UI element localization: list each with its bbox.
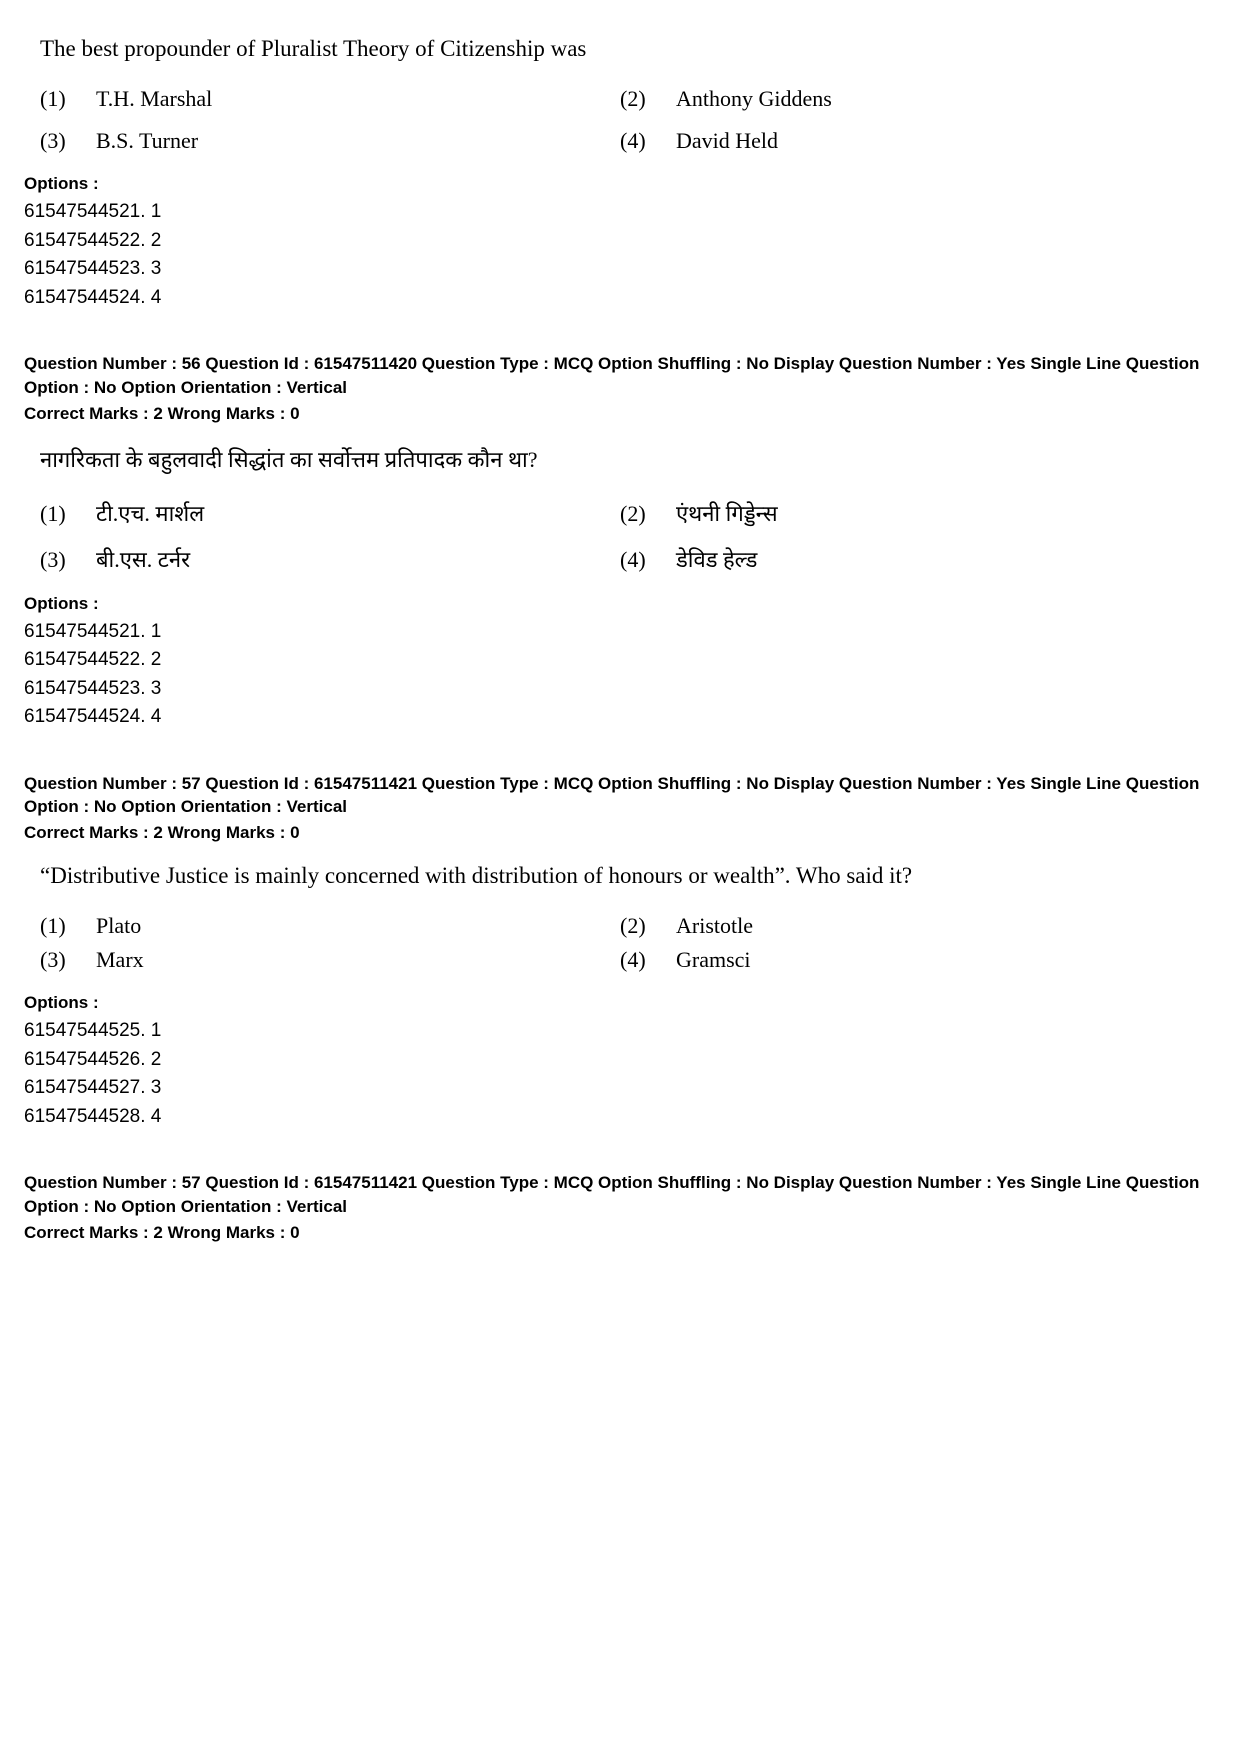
question-marks-57b: Correct Marks : 2 Wrong Marks : 0 xyxy=(24,1223,1216,1243)
choice-number: (1) xyxy=(40,501,96,527)
choice-1: (1) T.H. Marshal xyxy=(40,86,620,112)
option-item: 61547544526. 2 xyxy=(24,1046,1216,1075)
choice-text: टी.एच. मार्शल xyxy=(96,498,204,528)
choice-text: Marx xyxy=(96,947,144,973)
question-meta-57: Question Number : 57 Question Id : 61547… xyxy=(24,772,1216,820)
question-marks-57: Correct Marks : 2 Wrong Marks : 0 xyxy=(24,823,1216,843)
options-label: Options : xyxy=(24,993,1216,1013)
choice-number: (2) xyxy=(620,501,676,527)
choice-text: B.S. Turner xyxy=(96,128,198,154)
options-label: Options : xyxy=(24,594,1216,614)
choice-1: (1) Plato xyxy=(40,913,620,939)
choice-text: T.H. Marshal xyxy=(96,86,212,112)
choice-number: (3) xyxy=(40,947,96,973)
choice-number: (2) xyxy=(620,913,676,939)
choice-text: एंथनी गिड्डेन्स xyxy=(676,498,778,528)
option-item: 61547544522. 2 xyxy=(24,646,1216,675)
choice-2: (2) एंथनी गिड्डेन्स xyxy=(620,498,1200,528)
option-item: 61547544528. 4 xyxy=(24,1103,1216,1132)
options-label: Options : xyxy=(24,174,1216,194)
option-item: 61547544523. 3 xyxy=(24,675,1216,704)
choice-3: (3) B.S. Turner xyxy=(40,128,620,154)
choice-number: (3) xyxy=(40,128,96,154)
question-55-choices: (1) T.H. Marshal (2) Anthony Giddens (3)… xyxy=(40,86,1200,154)
question-56-text-hi: नागरिकता के बहुलवादी सिद्धांत का सर्वोत्… xyxy=(40,444,1200,474)
choice-number: (1) xyxy=(40,86,96,112)
question-57-choices: (1) Plato (2) Aristotle (3) Marx (4) Gra… xyxy=(40,913,1200,973)
choice-text: David Held xyxy=(676,128,778,154)
option-item: 61547544524. 4 xyxy=(24,284,1216,313)
choice-text: Anthony Giddens xyxy=(676,86,832,112)
choice-number: (4) xyxy=(620,128,676,154)
question-55-text-en: The best propounder of Pluralist Theory … xyxy=(40,36,1200,62)
question-56-choices: (1) टी.एच. मार्शल (2) एंथनी गिड्डेन्स (3… xyxy=(40,498,1200,574)
choice-2: (2) Anthony Giddens xyxy=(620,86,1200,112)
choice-4: (4) David Held xyxy=(620,128,1200,154)
choice-3: (3) Marx xyxy=(40,947,620,973)
option-item: 61547544521. 1 xyxy=(24,198,1216,227)
choice-number: (4) xyxy=(620,947,676,973)
choice-text: Aristotle xyxy=(676,913,753,939)
option-item: 61547544525. 1 xyxy=(24,1017,1216,1046)
option-item: 61547544524. 4 xyxy=(24,703,1216,732)
choice-3: (3) बी.एस. टर्नर xyxy=(40,544,620,574)
option-item: 61547544522. 2 xyxy=(24,227,1216,256)
choice-number: (1) xyxy=(40,913,96,939)
choice-text: बी.एस. टर्नर xyxy=(96,544,190,574)
choice-text: डेविड हेल्ड xyxy=(676,544,757,574)
choice-text: Plato xyxy=(96,913,141,939)
choice-number: (3) xyxy=(40,547,96,573)
question-meta-56: Question Number : 56 Question Id : 61547… xyxy=(24,352,1216,400)
option-item: 61547544527. 3 xyxy=(24,1074,1216,1103)
question-57-text-en: “Distributive Justice is mainly concerne… xyxy=(40,863,1200,889)
choice-1: (1) टी.एच. मार्शल xyxy=(40,498,620,528)
question-marks-56: Correct Marks : 2 Wrong Marks : 0 xyxy=(24,404,1216,424)
choice-text: Gramsci xyxy=(676,947,751,973)
choice-2: (2) Aristotle xyxy=(620,913,1200,939)
option-item: 61547544523. 3 xyxy=(24,255,1216,284)
choice-number: (2) xyxy=(620,86,676,112)
choice-4: (4) डेविड हेल्ड xyxy=(620,544,1200,574)
question-meta-57b: Question Number : 57 Question Id : 61547… xyxy=(24,1171,1216,1219)
choice-number: (4) xyxy=(620,547,676,573)
choice-4: (4) Gramsci xyxy=(620,947,1200,973)
option-item: 61547544521. 1 xyxy=(24,618,1216,647)
